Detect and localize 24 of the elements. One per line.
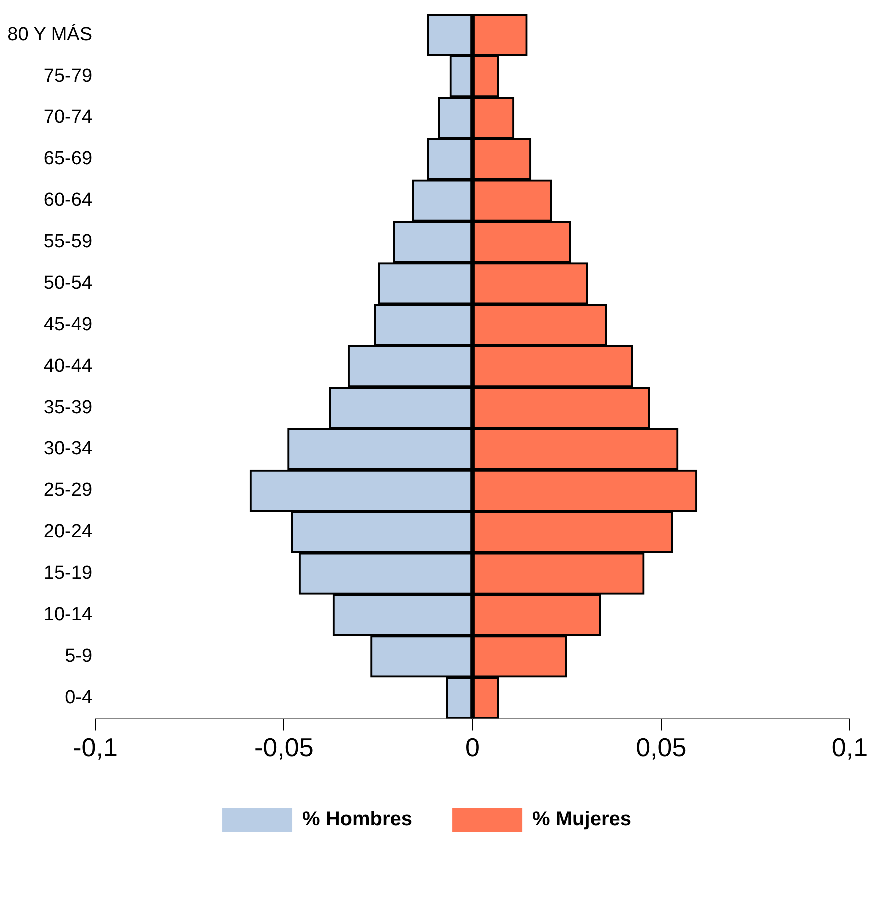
y-tick-label: 50-54 xyxy=(44,272,93,294)
legend-label: % Hombres xyxy=(302,808,413,831)
y-tick-label: 45-49 xyxy=(44,314,93,336)
y-tick-label: 55-59 xyxy=(44,232,93,253)
x-tick-label: -0,05 xyxy=(254,732,314,763)
y-tick-label: 75-79 xyxy=(44,66,93,87)
y-tick-label: 15-19 xyxy=(44,563,93,584)
legend-label: % Mujeres xyxy=(532,808,632,831)
y-tick-label: 65-69 xyxy=(44,148,93,170)
y-tick-label: 5-9 xyxy=(65,646,93,667)
x-tick-label: 0 xyxy=(466,732,480,763)
y-tick-label: 25-29 xyxy=(44,480,93,502)
y-tick-label: 0-4 xyxy=(65,687,93,708)
y-tick-label: 60-64 xyxy=(44,190,93,212)
y-tick-label: 70-74 xyxy=(44,107,93,128)
y-tick-label: 20-24 xyxy=(44,522,93,543)
y-tick-label: 10-14 xyxy=(44,604,93,626)
x-tick-label: 0,1 xyxy=(832,732,868,763)
y-tick-label: 40-44 xyxy=(44,356,93,377)
y-tick-label: 35-39 xyxy=(44,397,93,418)
x-tick-label: 0,05 xyxy=(636,732,687,763)
y-tick-label: 30-34 xyxy=(44,438,93,460)
x-tick-label: -0,1 xyxy=(73,732,118,763)
y-tick-label: 80 Y MÁS xyxy=(8,23,93,46)
